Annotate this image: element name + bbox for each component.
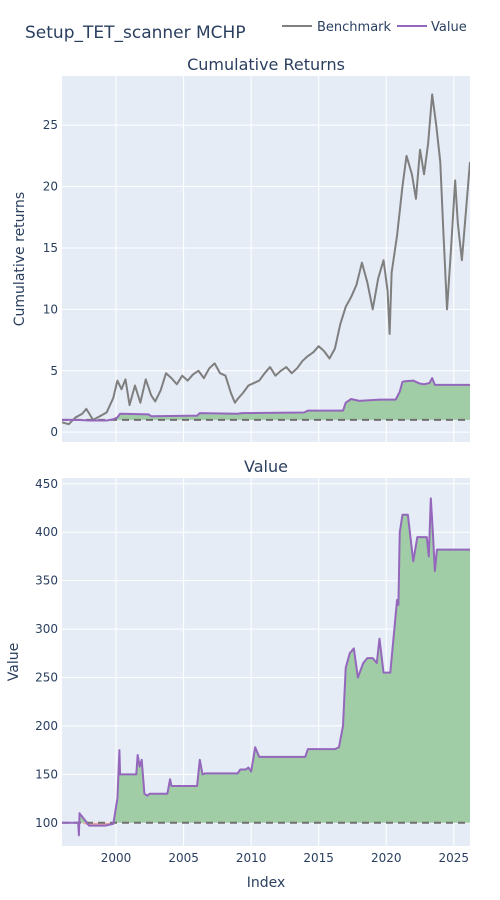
cumulative-returns-value-line [62,377,470,422]
value-y-tick-label: 150 [35,767,58,781]
x-tick-label: 2015 [303,851,334,865]
cumulative-returns-panel: Cumulative Returns 0 5 10 15 20 25 Cumulative… [12,55,470,442]
cumulative-returns-y-tick-label: 10 [43,302,58,316]
cumulative-returns-y-tick-label: 25 [43,118,58,132]
cumulative-returns-y-tick-label: 5 [50,364,58,378]
cumulative-returns-y-tick-label: 20 [43,180,58,194]
x-tick-label: 2020 [371,851,402,865]
value-y-tick-label: 300 [35,622,58,636]
x-tick-label: 2010 [236,851,267,865]
legend[interactable]: Benchmark Value [282,20,467,35]
value-y-tick-label: 250 [35,670,58,684]
cumulative-returns-y-tick-label: 0 [50,425,58,439]
legend-benchmark-label: Benchmark [317,20,392,35]
value-y-tick-label: 100 [35,816,58,830]
x-axis-title: Index [247,875,286,891]
value-value-line [62,497,470,837]
value-panel: Value 100 150 200 250 300 350 400 450 2000 2005 2… [6,457,470,891]
x-tick-label: 2000 [101,851,132,865]
value-y-axis-title: Value [6,643,22,681]
value-positive-fill [62,498,470,823]
value-y-tick-label: 450 [35,477,58,491]
cumulative-returns-title: Cumulative Returns [187,55,345,74]
chart-title: Setup_TET_scanner MCHP [25,23,246,43]
value-y-tick-label: 350 [35,574,58,588]
cumulative-returns-benchmark-line [62,93,470,426]
value-negative-fill [62,822,470,836]
legend-value-label: Value [431,20,467,35]
value-y-tick-label: 400 [35,525,58,539]
cumulative-returns-positive-fill [62,378,470,420]
cumulative-returns-y-tick-label: 15 [43,241,58,255]
x-tick-label: 2025 [439,851,470,865]
value-panel-title: Value [244,457,288,476]
x-tick-label: 2005 [168,851,199,865]
cumulative-returns-y-axis-title: Cumulative returns [12,192,28,326]
value-y-tick-label: 200 [35,719,58,733]
